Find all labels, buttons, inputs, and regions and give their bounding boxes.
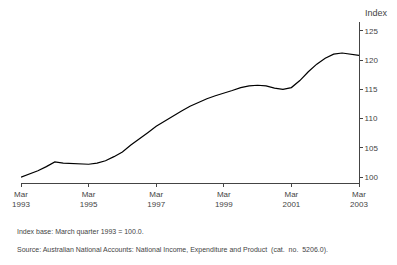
- svg-text:Mar1993: Mar1993: [12, 190, 30, 209]
- svg-text:Index: Index: [365, 8, 388, 18]
- svg-text:Mar2003: Mar2003: [350, 190, 368, 209]
- svg-text:Mar1997: Mar1997: [147, 190, 165, 209]
- svg-text:Mar1999: Mar1999: [215, 190, 233, 209]
- svg-text:110: 110: [365, 114, 378, 123]
- svg-text:Index base: March quarter 1993: Index base: March quarter 1993 = 100.0.: [17, 228, 144, 236]
- svg-text:Mar1995: Mar1995: [80, 190, 98, 209]
- svg-text:120: 120: [365, 56, 379, 65]
- svg-text:125: 125: [365, 27, 379, 36]
- svg-text:Source: Australian National Ac: Source: Australian National Accounts: Na…: [17, 246, 328, 254]
- svg-text:100: 100: [365, 173, 379, 182]
- svg-text:115: 115: [365, 85, 378, 94]
- svg-text:105: 105: [365, 144, 379, 153]
- svg-text:Mar2001: Mar2001: [283, 190, 301, 209]
